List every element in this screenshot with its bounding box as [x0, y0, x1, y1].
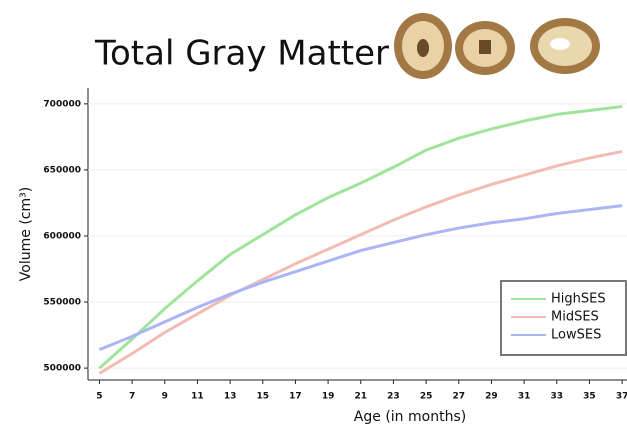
brain-images — [394, 13, 600, 79]
x-tick-label: 19 — [322, 392, 335, 402]
y-tick-label: 700000 — [43, 99, 81, 109]
x-tick-label: 7 — [129, 392, 135, 402]
x-tick-label: 15 — [257, 392, 270, 402]
series-line — [98, 149, 623, 375]
x-tick-label: 29 — [485, 392, 498, 402]
x-tick-label: 27 — [453, 392, 466, 402]
y-tick-label: 650000 — [43, 165, 81, 175]
y-axis-label: Volume (cm³) — [18, 187, 34, 281]
x-tick-label: 37 — [616, 392, 627, 402]
x-tick-label: 25 — [420, 392, 433, 402]
series-line — [98, 105, 623, 370]
x-axis-label: Age (in months) — [354, 409, 466, 425]
x-tick-label: 21 — [355, 392, 368, 402]
x-tick-label: 35 — [583, 392, 596, 402]
x-tick-label: 17 — [289, 392, 302, 402]
x-tick-label: 31 — [518, 392, 531, 402]
y-tick-label: 500000 — [43, 364, 81, 374]
x-tick-label: 9 — [162, 392, 168, 402]
x-tick-label: 23 — [387, 392, 400, 402]
x-tick-label: 11 — [191, 392, 204, 402]
legend-box — [500, 280, 627, 356]
legend-label: MidSES — [551, 310, 599, 325]
x-tick-label: 5 — [96, 392, 102, 402]
series-line — [98, 204, 623, 352]
y-tick-label: 550000 — [43, 298, 81, 308]
legend-label: LowSES — [551, 328, 601, 343]
chart-title: Total Gray Matter — [94, 34, 389, 74]
y-tick-label: 600000 — [43, 231, 81, 241]
x-tick-label: 33 — [551, 392, 564, 402]
x-tick-label: 13 — [224, 392, 237, 402]
legend-label: HighSES — [551, 292, 606, 307]
